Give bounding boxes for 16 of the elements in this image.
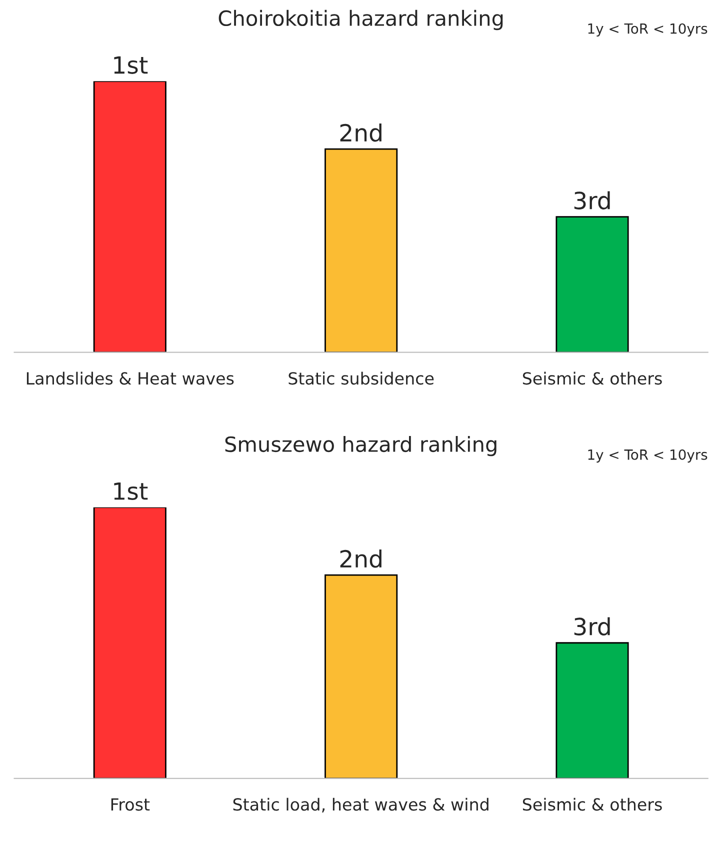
text: 1y < ToR < 10yrs	[588, 23, 708, 37]
chart-title: Smuszewo hazard ranking	[225, 436, 496, 456]
annotation: 2nd	[340, 549, 382, 568]
x-tick-label: Seismic & others	[522, 372, 662, 385]
annotation: 1st	[114, 56, 148, 74]
annotation: 2nd	[340, 123, 382, 142]
text: 1y < ToR < 10yrs	[588, 449, 708, 463]
annotation: 3rd	[574, 617, 610, 636]
chart-title: Choirokoitia hazard ranking	[218, 10, 503, 30]
annotation: 3rd	[574, 191, 610, 210]
annotation: 1st	[114, 482, 148, 500]
x-tick-label: Landslides & Heat waves	[26, 372, 234, 385]
x-tick-label: Seismic & others	[522, 798, 662, 811]
x-tick-label: Static subsidence	[288, 372, 434, 385]
x-tick-label: Frost	[111, 798, 150, 811]
x-tick-label: Static load, heat waves & wind	[233, 798, 488, 812]
